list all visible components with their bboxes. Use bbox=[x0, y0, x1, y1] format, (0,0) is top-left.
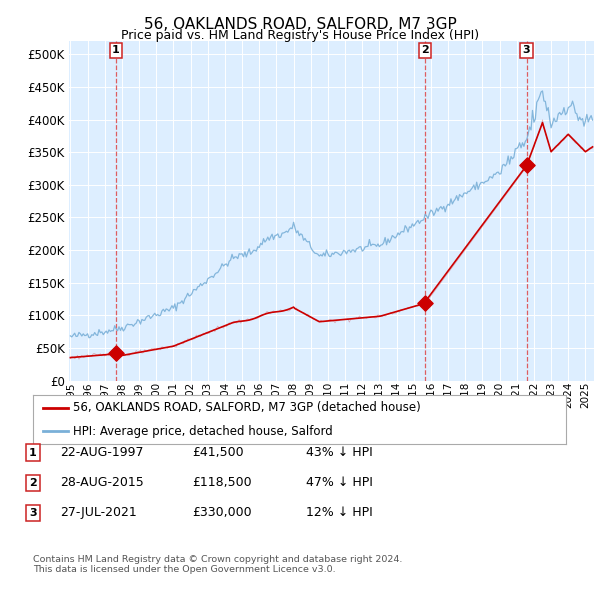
Text: 2: 2 bbox=[29, 478, 37, 487]
Point bbox=[420, 299, 430, 308]
Text: 28-AUG-2015: 28-AUG-2015 bbox=[60, 476, 144, 489]
Text: 3: 3 bbox=[29, 508, 37, 517]
Text: 2: 2 bbox=[421, 45, 429, 55]
Text: 1: 1 bbox=[112, 45, 120, 55]
Text: 12% ↓ HPI: 12% ↓ HPI bbox=[306, 506, 373, 519]
Text: 56, OAKLANDS ROAD, SALFORD, M7 3GP (detached house): 56, OAKLANDS ROAD, SALFORD, M7 3GP (deta… bbox=[73, 401, 421, 414]
Text: HPI: Average price, detached house, Salford: HPI: Average price, detached house, Salf… bbox=[73, 425, 333, 438]
Point bbox=[111, 349, 121, 358]
Point bbox=[522, 160, 532, 170]
Text: Price paid vs. HM Land Registry's House Price Index (HPI): Price paid vs. HM Land Registry's House … bbox=[121, 30, 479, 42]
Text: £330,000: £330,000 bbox=[192, 506, 251, 519]
Text: £118,500: £118,500 bbox=[192, 476, 251, 489]
Text: 1: 1 bbox=[29, 448, 37, 457]
Text: 22-AUG-1997: 22-AUG-1997 bbox=[60, 446, 143, 459]
Text: 43% ↓ HPI: 43% ↓ HPI bbox=[306, 446, 373, 459]
Text: £41,500: £41,500 bbox=[192, 446, 244, 459]
Text: 56, OAKLANDS ROAD, SALFORD, M7 3GP: 56, OAKLANDS ROAD, SALFORD, M7 3GP bbox=[143, 17, 457, 31]
Text: Contains HM Land Registry data © Crown copyright and database right 2024.
This d: Contains HM Land Registry data © Crown c… bbox=[33, 555, 403, 574]
Text: 27-JUL-2021: 27-JUL-2021 bbox=[60, 506, 137, 519]
Text: 47% ↓ HPI: 47% ↓ HPI bbox=[306, 476, 373, 489]
Text: 3: 3 bbox=[523, 45, 530, 55]
